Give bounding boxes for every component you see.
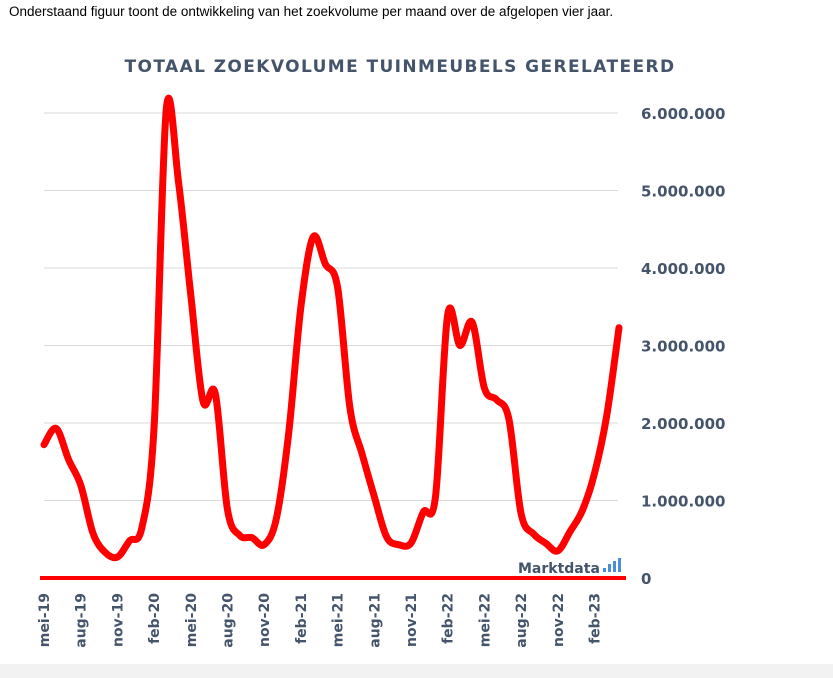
y-axis-ticks: 0 1.000.000 2.000.000 3.000.000 4.000.000 5.0… xyxy=(641,105,725,588)
chart-title: TOTAAL ZOEKVOLUME TUINMEUBELS GERELATEER… xyxy=(124,57,676,77)
x-tick-label: aug-19 xyxy=(74,593,90,648)
x-tick-label: aug-20 xyxy=(221,593,237,648)
x-tick-label: aug-22 xyxy=(514,593,530,648)
x-tick-label: nov-22 xyxy=(551,593,567,647)
x-tick-label: feb-22 xyxy=(441,593,457,644)
x-tick-label: mei-20 xyxy=(184,593,200,647)
line-chart: 0 1.000.000 2.000.000 3.000.000 4.000.000 5.0… xyxy=(37,94,725,648)
watermark-text: Marktdata xyxy=(518,561,600,577)
x-tick-label: mei-21 xyxy=(331,593,347,647)
x-tick-label: feb-21 xyxy=(294,593,310,644)
y-tick-label: 2.000.000 xyxy=(641,415,725,433)
x-tick-label: mei-22 xyxy=(477,593,493,647)
x-tick-label: feb-23 xyxy=(588,593,604,644)
watermark-bar-2 xyxy=(608,564,611,572)
y-tick-label: 0 xyxy=(641,570,651,588)
x-tick-label: nov-20 xyxy=(257,593,273,647)
grid-lines xyxy=(44,112,618,501)
y-tick-label: 3.000.000 xyxy=(641,338,725,356)
watermark-bar-3 xyxy=(613,561,616,572)
marktdata-watermark: Marktdata xyxy=(518,558,621,577)
x-tick-label: aug-21 xyxy=(367,593,383,648)
y-tick-label: 6.000.000 xyxy=(641,105,725,123)
x-tick-label: nov-19 xyxy=(110,593,126,647)
series-group xyxy=(40,94,623,562)
watermark-bar-1 xyxy=(603,568,606,572)
intro-text: Onderstaand figuur toont de ontwikkeling… xyxy=(9,4,614,19)
y-tick-label: 4.000.000 xyxy=(641,260,725,278)
x-tick-label: mei-19 xyxy=(37,593,53,647)
x-tick-label: feb-20 xyxy=(147,593,163,644)
watermark-bar-4 xyxy=(618,558,621,572)
x-tick-label: nov-21 xyxy=(404,593,420,647)
page-bottom-bar xyxy=(0,664,833,678)
series-line xyxy=(40,94,623,562)
x-axis-ticks: mei-19 aug-19 nov-19 feb-20 mei-20 aug-20 nov-… xyxy=(37,593,604,648)
y-tick-label: 1.000.000 xyxy=(641,493,725,511)
y-tick-label: 5.000.000 xyxy=(641,183,725,201)
